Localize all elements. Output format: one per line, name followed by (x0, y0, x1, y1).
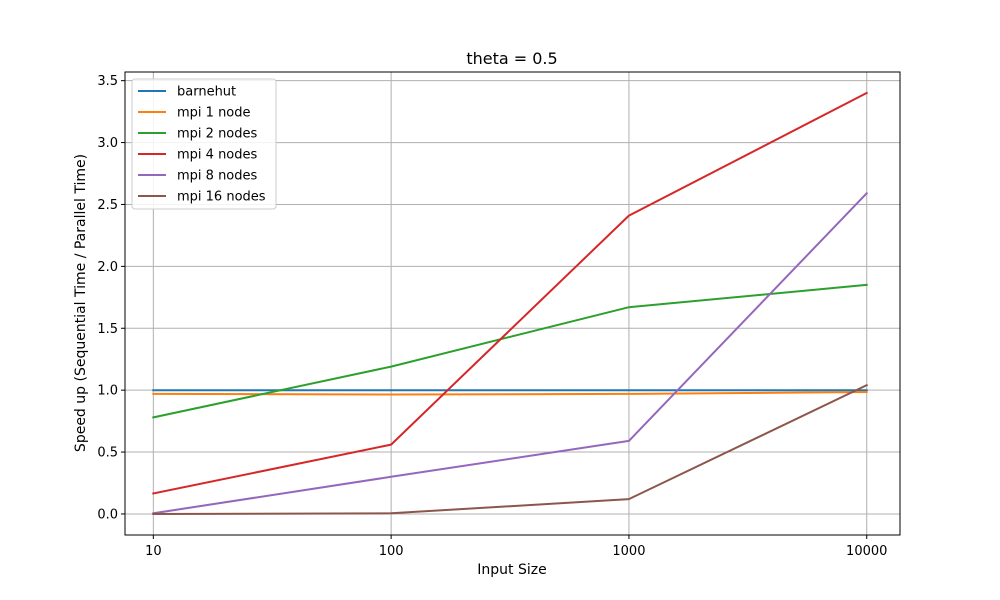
y-tick-label: 1.5 (97, 322, 118, 337)
series-line-mpi-1-node (152, 390, 868, 396)
y-tick-label: 0.5 (97, 446, 118, 461)
series-line-mpi-2-nodes (152, 283, 868, 419)
legend-label: mpi 16 nodes (177, 190, 266, 205)
y-tick-label: 3.5 (97, 74, 118, 89)
y-tick-label: 0.0 (97, 507, 118, 522)
legend-label: barnehut (177, 85, 236, 100)
legend-box (131, 78, 277, 210)
x-tick-label: 10000 (846, 544, 887, 559)
axis-ticks: 10 100 1000 10000 0.0 0.5 1.0 1.5 2.0 2.5 3.0 3.5 (97, 74, 887, 559)
legend-label: mpi 1 node (177, 106, 251, 121)
y-tick-label: 1.0 (97, 384, 118, 399)
x-tick-label: 100 (379, 544, 404, 559)
series-line-mpi-8-nodes (152, 191, 869, 515)
series-line-mpi-16-nodes (152, 383, 869, 516)
chart-title: theta = 0.5 (466, 49, 557, 68)
x-tick-label: 1000 (612, 544, 645, 559)
plot-frame (124, 71, 901, 536)
y-tick-label: 2.5 (97, 198, 118, 213)
legend-label: mpi 4 nodes (177, 148, 258, 163)
series-lines (152, 91, 869, 516)
y-tick-label: 2.0 (97, 260, 118, 275)
y-axis-label: Speed up (Sequential Time / Parallel Tim… (73, 154, 89, 452)
y-tick-label: 3.0 (97, 136, 118, 151)
x-tick-label: 10 (145, 544, 162, 559)
legend: barnehut mpi 1 node mpi 2 nodes mpi 4 nodes… (131, 78, 277, 210)
x-axis-label: Input Size (477, 562, 546, 578)
legend-label: mpi 8 nodes (177, 169, 258, 184)
legend-label: mpi 2 nodes (177, 127, 258, 142)
series-line-mpi-4-nodes (152, 91, 869, 495)
